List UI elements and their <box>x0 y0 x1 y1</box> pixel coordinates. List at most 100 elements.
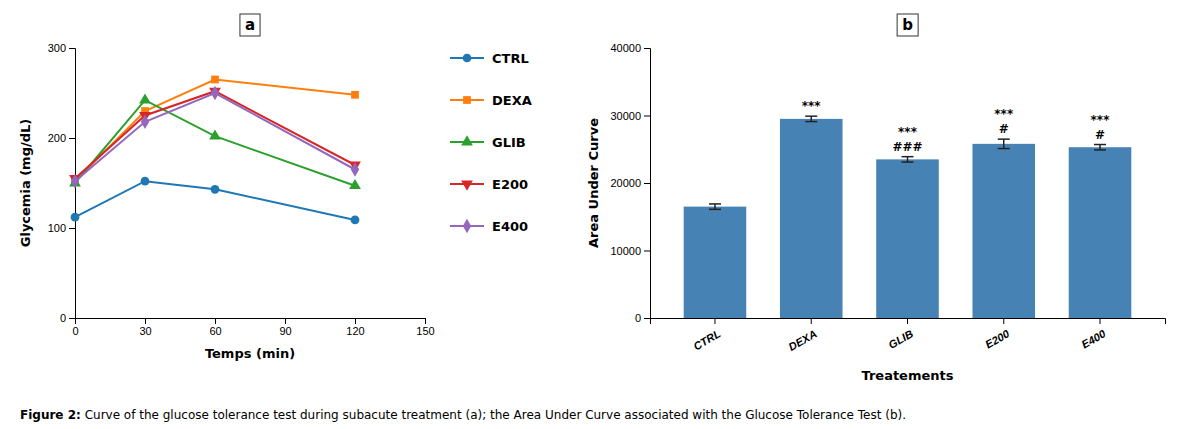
tick-label: 30 <box>139 325 151 337</box>
tick: 0 <box>60 312 75 324</box>
error-bar-cap <box>902 156 914 158</box>
annotation: *** <box>994 107 1014 121</box>
tick-label: 200 <box>48 132 66 144</box>
tick-mark <box>69 318 75 319</box>
point <box>141 177 150 186</box>
tick: 300 <box>48 42 75 54</box>
tick-label: 150 <box>416 325 434 337</box>
axis: CTRL DEXA GLIB E200 E400 <box>651 318 1166 353</box>
point <box>351 216 360 225</box>
bar <box>780 119 843 318</box>
tick: CTRL <box>691 318 723 352</box>
tick: 150 <box>416 318 434 337</box>
point <box>141 115 149 129</box>
legend-entry: E400 <box>450 219 528 234</box>
error-bar-cap <box>709 203 721 205</box>
legend-marker <box>463 96 471 104</box>
legend-marker <box>461 181 473 191</box>
bar <box>684 207 747 318</box>
point <box>349 179 361 189</box>
tick-label: 100 <box>48 222 66 234</box>
legend-entry: DEXA <box>450 93 532 108</box>
figure: 03060901201500100200300Temps (min)Glycem… <box>0 0 1187 429</box>
legend-marker <box>461 135 473 145</box>
tick: E400 <box>1079 318 1108 351</box>
legend-entry: GLIB <box>450 135 526 150</box>
tick-mark <box>69 228 75 229</box>
y-axis-label: Area Under Curve <box>586 118 601 248</box>
tick-mark <box>69 138 75 139</box>
series-line <box>75 91 355 178</box>
tick: 0 <box>635 312 650 324</box>
axis: 0 10000 20000 30000 40000 <box>610 42 650 324</box>
legend-label: GLIB <box>492 135 526 150</box>
legend-marker <box>463 219 471 233</box>
error-bar-stem <box>1003 139 1005 148</box>
point <box>209 129 221 139</box>
legend-marker <box>463 54 472 63</box>
tick: 40000 <box>610 42 650 54</box>
annotation: ### <box>892 140 922 154</box>
series-line <box>75 181 355 220</box>
error-bar-cap <box>1094 144 1106 146</box>
legend-label: E200 <box>492 177 528 192</box>
tick-mark <box>69 48 75 49</box>
tick: 90 <box>279 318 291 337</box>
tick-label: E200 <box>983 327 1012 351</box>
annotation: *** <box>898 125 918 139</box>
axis-line <box>76 319 426 325</box>
tick-label: 0 <box>635 312 641 324</box>
tick: GLIB <box>886 318 915 351</box>
bar <box>972 144 1035 318</box>
axis: 0306090120150 <box>72 318 434 337</box>
axis-line <box>651 319 1166 325</box>
tick-label: 120 <box>346 325 364 337</box>
tick-label: DEXA <box>786 327 819 353</box>
series-line <box>75 80 355 182</box>
tick-label: 10000 <box>610 245 641 257</box>
tick-mark <box>285 318 286 324</box>
error-bar <box>902 157 914 162</box>
error-bar-cap <box>709 209 721 211</box>
tick-label: 20000 <box>610 177 641 189</box>
tick-mark <box>145 318 146 324</box>
x-axis-label: Temps (min) <box>205 346 295 361</box>
bar <box>1069 147 1132 318</box>
tick-mark <box>644 183 650 184</box>
tick-mark <box>907 318 908 324</box>
annotation: *** <box>802 99 822 113</box>
tick-label: 30000 <box>610 110 641 122</box>
error-bar-stem <box>810 116 812 121</box>
tick-mark <box>714 318 715 324</box>
point <box>351 91 359 99</box>
legend: CTRLDEXAGLIBE200E400 <box>450 51 532 234</box>
panel-title: b <box>902 16 913 34</box>
tick-mark <box>355 318 356 324</box>
annotation: *** <box>1091 113 1111 127</box>
error-bar <box>1094 145 1106 150</box>
tick: 30 <box>139 318 151 337</box>
error-bar-cap <box>1094 149 1106 151</box>
point <box>139 93 151 103</box>
tick: 60 <box>209 318 221 337</box>
tick: 20000 <box>610 177 650 189</box>
bar <box>876 159 939 318</box>
tick: 100 <box>48 222 75 234</box>
tick-mark <box>644 48 650 49</box>
caption-part: Figure 2: <box>20 408 81 422</box>
tick-mark <box>644 116 650 117</box>
point <box>71 174 79 188</box>
tick-mark <box>425 318 426 324</box>
tick-mark <box>644 251 650 252</box>
error-bar-cap <box>902 161 914 163</box>
tick-label: E400 <box>1079 327 1108 351</box>
tick: DEXA <box>786 318 819 353</box>
x-axis-label: Treatements <box>861 368 953 383</box>
point <box>71 213 80 222</box>
series-line <box>75 93 355 181</box>
tick: E200 <box>983 318 1012 351</box>
annotation: # <box>999 122 1009 136</box>
caption: Figure 2: Curve of the glucose tolerance… <box>20 408 906 422</box>
tick: 200 <box>48 132 75 144</box>
tick-label: 60 <box>209 325 221 337</box>
